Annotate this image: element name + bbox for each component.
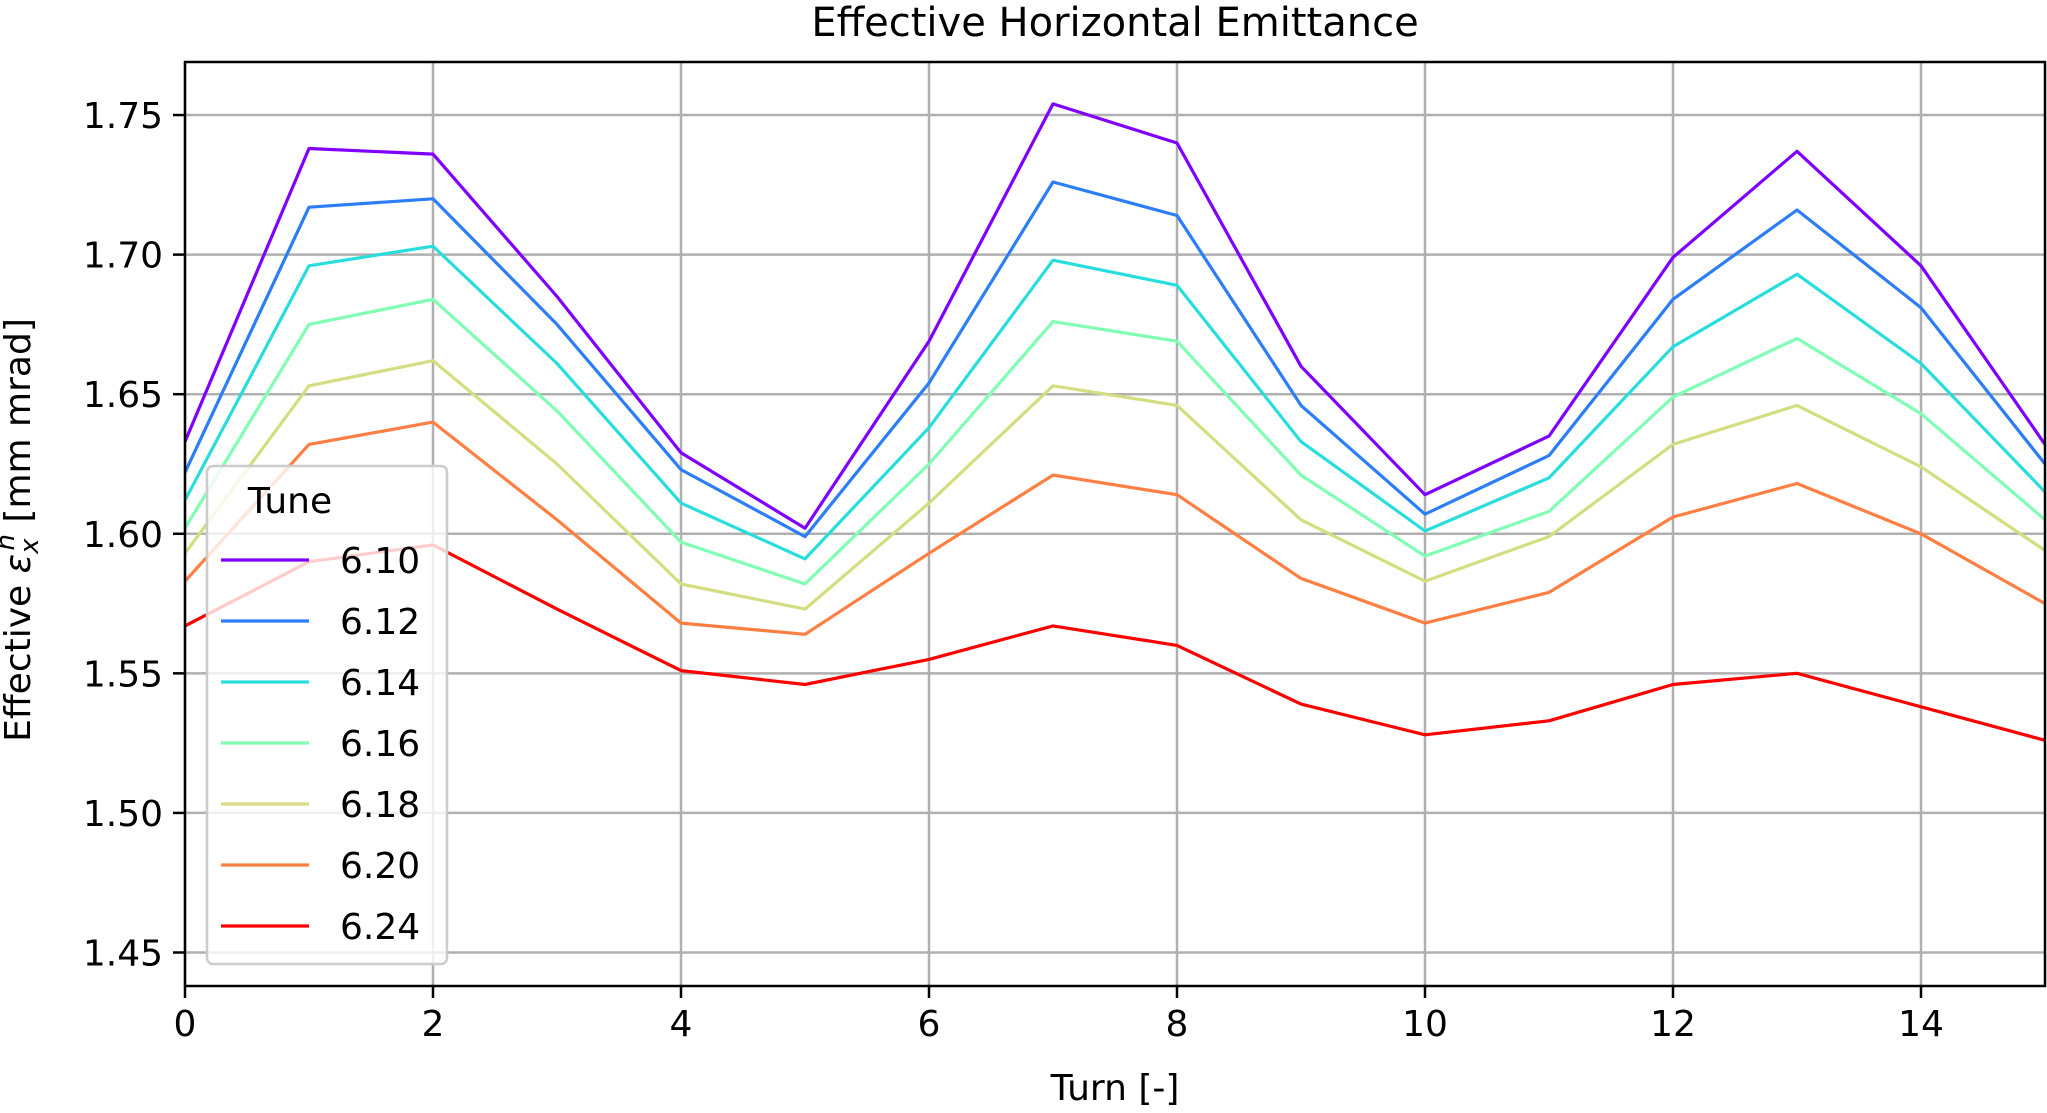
legend-label-6-16: 6.16 — [340, 724, 420, 765]
y-tick-label: 1.65 — [83, 375, 163, 416]
series-line-6-24 — [185, 543, 2045, 742]
y-tick-label: 1.70 — [83, 236, 163, 277]
series-line-6-20 — [185, 420, 2045, 636]
x-tick-label: 12 — [1650, 1004, 1696, 1045]
y-tick-label: 1.55 — [83, 654, 163, 695]
legend-label-6-10: 6.10 — [340, 541, 420, 582]
y-axis-label: Effective εxn [mm mrad] — [0, 318, 45, 742]
y-tick-label: 1.60 — [83, 515, 163, 556]
y-axis-label-prefix: Effective — [0, 573, 39, 742]
x-tick-label: 10 — [1402, 1004, 1448, 1045]
legend-label-6-24: 6.24 — [340, 907, 420, 948]
x-tick-label: 4 — [670, 1004, 693, 1045]
series-line-6-14 — [185, 244, 2045, 561]
series-line-6-12 — [185, 180, 2045, 539]
y-axis-label-superscript: n — [0, 534, 21, 550]
x-tick-label: 6 — [918, 1004, 941, 1045]
x-tick-label: 8 — [1166, 1004, 1189, 1045]
grid-lines — [183, 62, 2045, 986]
legend-label-6-18: 6.18 — [340, 785, 420, 826]
plot-border — [183, 60, 2047, 988]
chart-title: Effective Horizontal Emittance — [811, 0, 1418, 46]
legend-label-6-20: 6.20 — [340, 846, 420, 887]
y-tick-label: 1.45 — [83, 934, 163, 975]
legend-label-6-12: 6.12 — [340, 602, 420, 643]
y-axis-label-subscript: x — [15, 538, 45, 555]
y-tick-label: 1.75 — [83, 96, 163, 137]
legend-title: Tune — [247, 481, 332, 522]
plot-frame — [183, 60, 2047, 988]
series-line-6-10 — [185, 102, 2045, 530]
x-axis-label: Turn [-] — [1050, 1068, 1180, 1108]
series-lines — [185, 102, 2045, 742]
axis-ticks: 0 2 4 6 8 10 12 14 1.45 1.50 1.55 1.60 1.65 1.70 1.75 — [83, 96, 1944, 1045]
y-axis-label-symbol: ε — [0, 554, 39, 573]
legend-box — [205, 464, 449, 966]
x-tick-label: 2 — [422, 1004, 445, 1045]
series-line-6-16 — [185, 297, 2045, 586]
series-line-6-18 — [185, 359, 2045, 611]
y-axis-label-suffix: [mm mrad] — [0, 318, 39, 534]
x-tick-label: 14 — [1898, 1004, 1944, 1045]
x-tick-label: 0 — [174, 1004, 197, 1045]
legend-label-6-14: 6.14 — [340, 663, 420, 704]
y-tick-label: 1.50 — [83, 794, 163, 835]
